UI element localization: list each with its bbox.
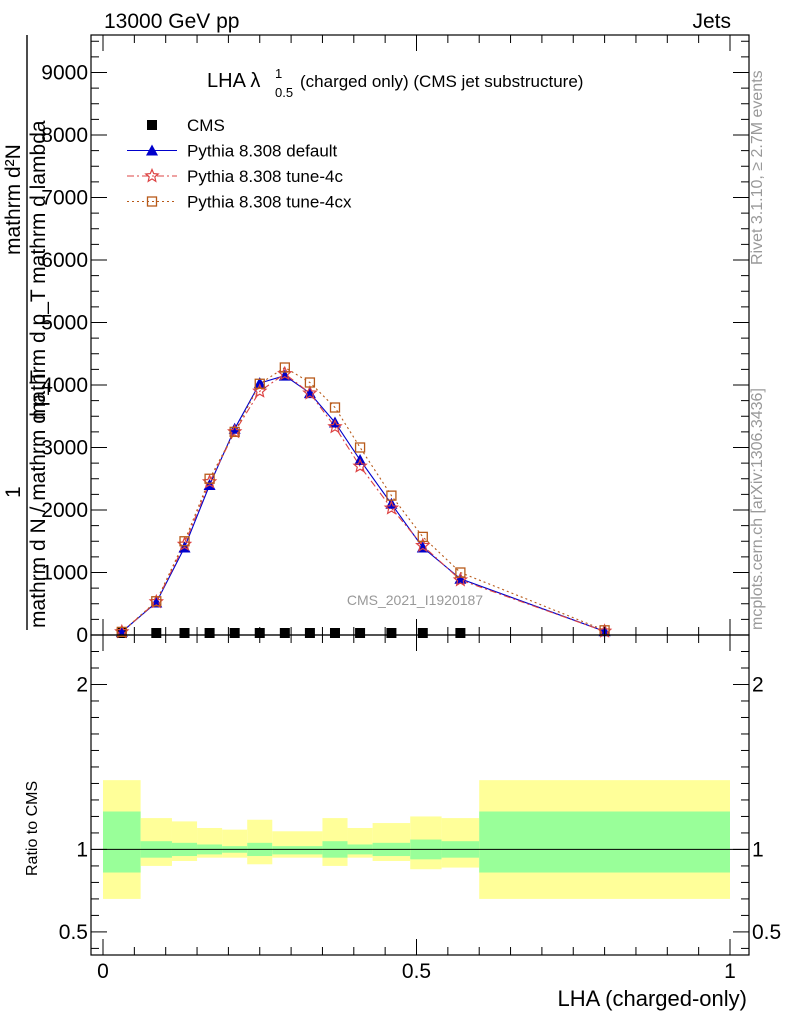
marker-tune-4cx [146,196,158,207]
x-tick-label: 1 [724,960,736,983]
marker-tune-4c [415,537,431,553]
ratio-y-tick-label-right: 1 [752,838,764,861]
ratio-y-tick-label-right: 2 [752,673,764,696]
title-main: LHA λ [207,70,260,92]
rivet-label: Rivet 3.1.10, ≥ 2.7M events [749,70,766,265]
marker-tune-4cx [279,362,290,373]
y-tick-label: 2000 [41,499,88,522]
y-tick-label: 1000 [41,562,88,585]
title-sup: 1 [275,66,282,81]
ratio-y-tick-label-right: 0.5 [752,921,781,944]
marker-tune-4c [452,571,469,587]
marker-cms [355,628,366,638]
x-tick-label: 0.5 [402,960,431,983]
marker-tune-4cx [417,531,428,543]
y-tick-label: 0 [76,624,88,647]
ratio-uncertainty-bands [103,780,730,899]
marker-tune-4cx [229,426,240,438]
marker-cms [304,628,315,638]
marker-tune-4c [302,385,318,400]
y-tick-label: 9000 [41,62,88,85]
x-axis-label: LHA (charged-only) [557,986,747,1011]
marker-cms [455,628,466,638]
marker-cms [229,628,240,638]
energy-label: 13000 GeV pp [104,10,239,33]
y-tick-label: 4000 [41,374,88,397]
marker-tune-4c [352,458,368,473]
legend: CMS Pythia 8.308 default Pythia 8.308 tune… [127,116,352,212]
marker-tune-4cx [204,473,215,484]
marker-cms [204,628,215,638]
ratio-y-axis-label: Ratio to CMS [24,781,41,876]
marker-tune-4cx [179,536,190,547]
legend-label: Pythia 8.308 tune-4c [187,167,343,186]
y-tick-label: 3000 [41,437,88,460]
y-tick-label: 6000 [41,249,88,272]
marker-cms [179,628,190,638]
ratio-plot-frame [90,634,750,956]
marker-default [146,144,158,156]
plot-title: LHA λ 1 0.5 (charged only) (CMS jet subs… [207,66,583,100]
title-rest: (charged only) (CMS jet substructure) [300,72,583,91]
marker-tune-4cx [254,378,265,389]
title-sub: 0.5 [275,85,293,100]
series-line [121,373,605,633]
marker-tune-4c [383,500,400,515]
marker-tune-4cx [455,567,466,578]
marker-tune-4c [252,383,268,398]
legend-label: Pythia 8.308 default [187,142,338,161]
marker-tune-4cx [386,490,397,501]
legend-label: CMS [187,116,225,135]
y-tick-label: 7000 [41,187,88,210]
marker-tune-4cx [304,377,316,388]
marker-cms [151,628,162,638]
ratio-y-tick-label: 0.5 [59,921,88,944]
analysis-watermark: CMS_2021_I1920187 [347,592,483,608]
ylabel-numerator: 1 [2,486,25,498]
marker-cms [279,628,290,638]
marker-tune-4c [144,167,160,183]
marker-default [228,422,241,434]
y-tick-label: 8000 [41,124,88,147]
y-tick-label: 5000 [41,312,88,335]
legend-label: Pythia 8.308 tune-4cx [187,193,352,212]
marker-tune-4cx [354,442,366,453]
marker-default [253,377,266,389]
ratio-band-yellow [222,829,248,858]
ratio-band-green [479,811,730,873]
marker-cms [147,120,157,130]
ratio-y-tick-label: 2 [76,673,88,696]
ratio-band-yellow [247,819,273,865]
ylabel-line2: mathrm d p_T mathrm d lambda [27,120,50,420]
ylabel-denominator: mathrm d N / mathrm d p_T [27,370,50,628]
x-tick-label: 0 [97,960,109,983]
marker-tune-4c [327,418,343,434]
axis-ticks [91,35,749,955]
ratio-y-tick-label: 1 [76,838,88,861]
series-line [121,366,605,633]
y-axis-label: mathrm d²N mathrm d p_T mathrm d lambda … [2,35,50,630]
ratio-band-green [103,811,141,873]
marker-tune-4cx [151,596,162,607]
marker-tune-4cx [329,402,341,413]
ratio-band-green [272,846,323,855]
marker-cms [417,628,428,638]
mcplots-label: mcplots.cern.ch [arXiv:1306.3436] [749,388,766,630]
ylabel-line1: mathrm d²N [2,144,25,255]
series-markers [114,362,613,639]
marker-cms [329,628,340,638]
process-label: Jets [692,10,731,33]
marker-tune-4cx [116,626,127,638]
marker-cms [386,628,397,638]
axis-tick-labels: 0 1000 2000 3000 4000 5000 6000 7000 8000 9000 0.5… [41,62,781,984]
